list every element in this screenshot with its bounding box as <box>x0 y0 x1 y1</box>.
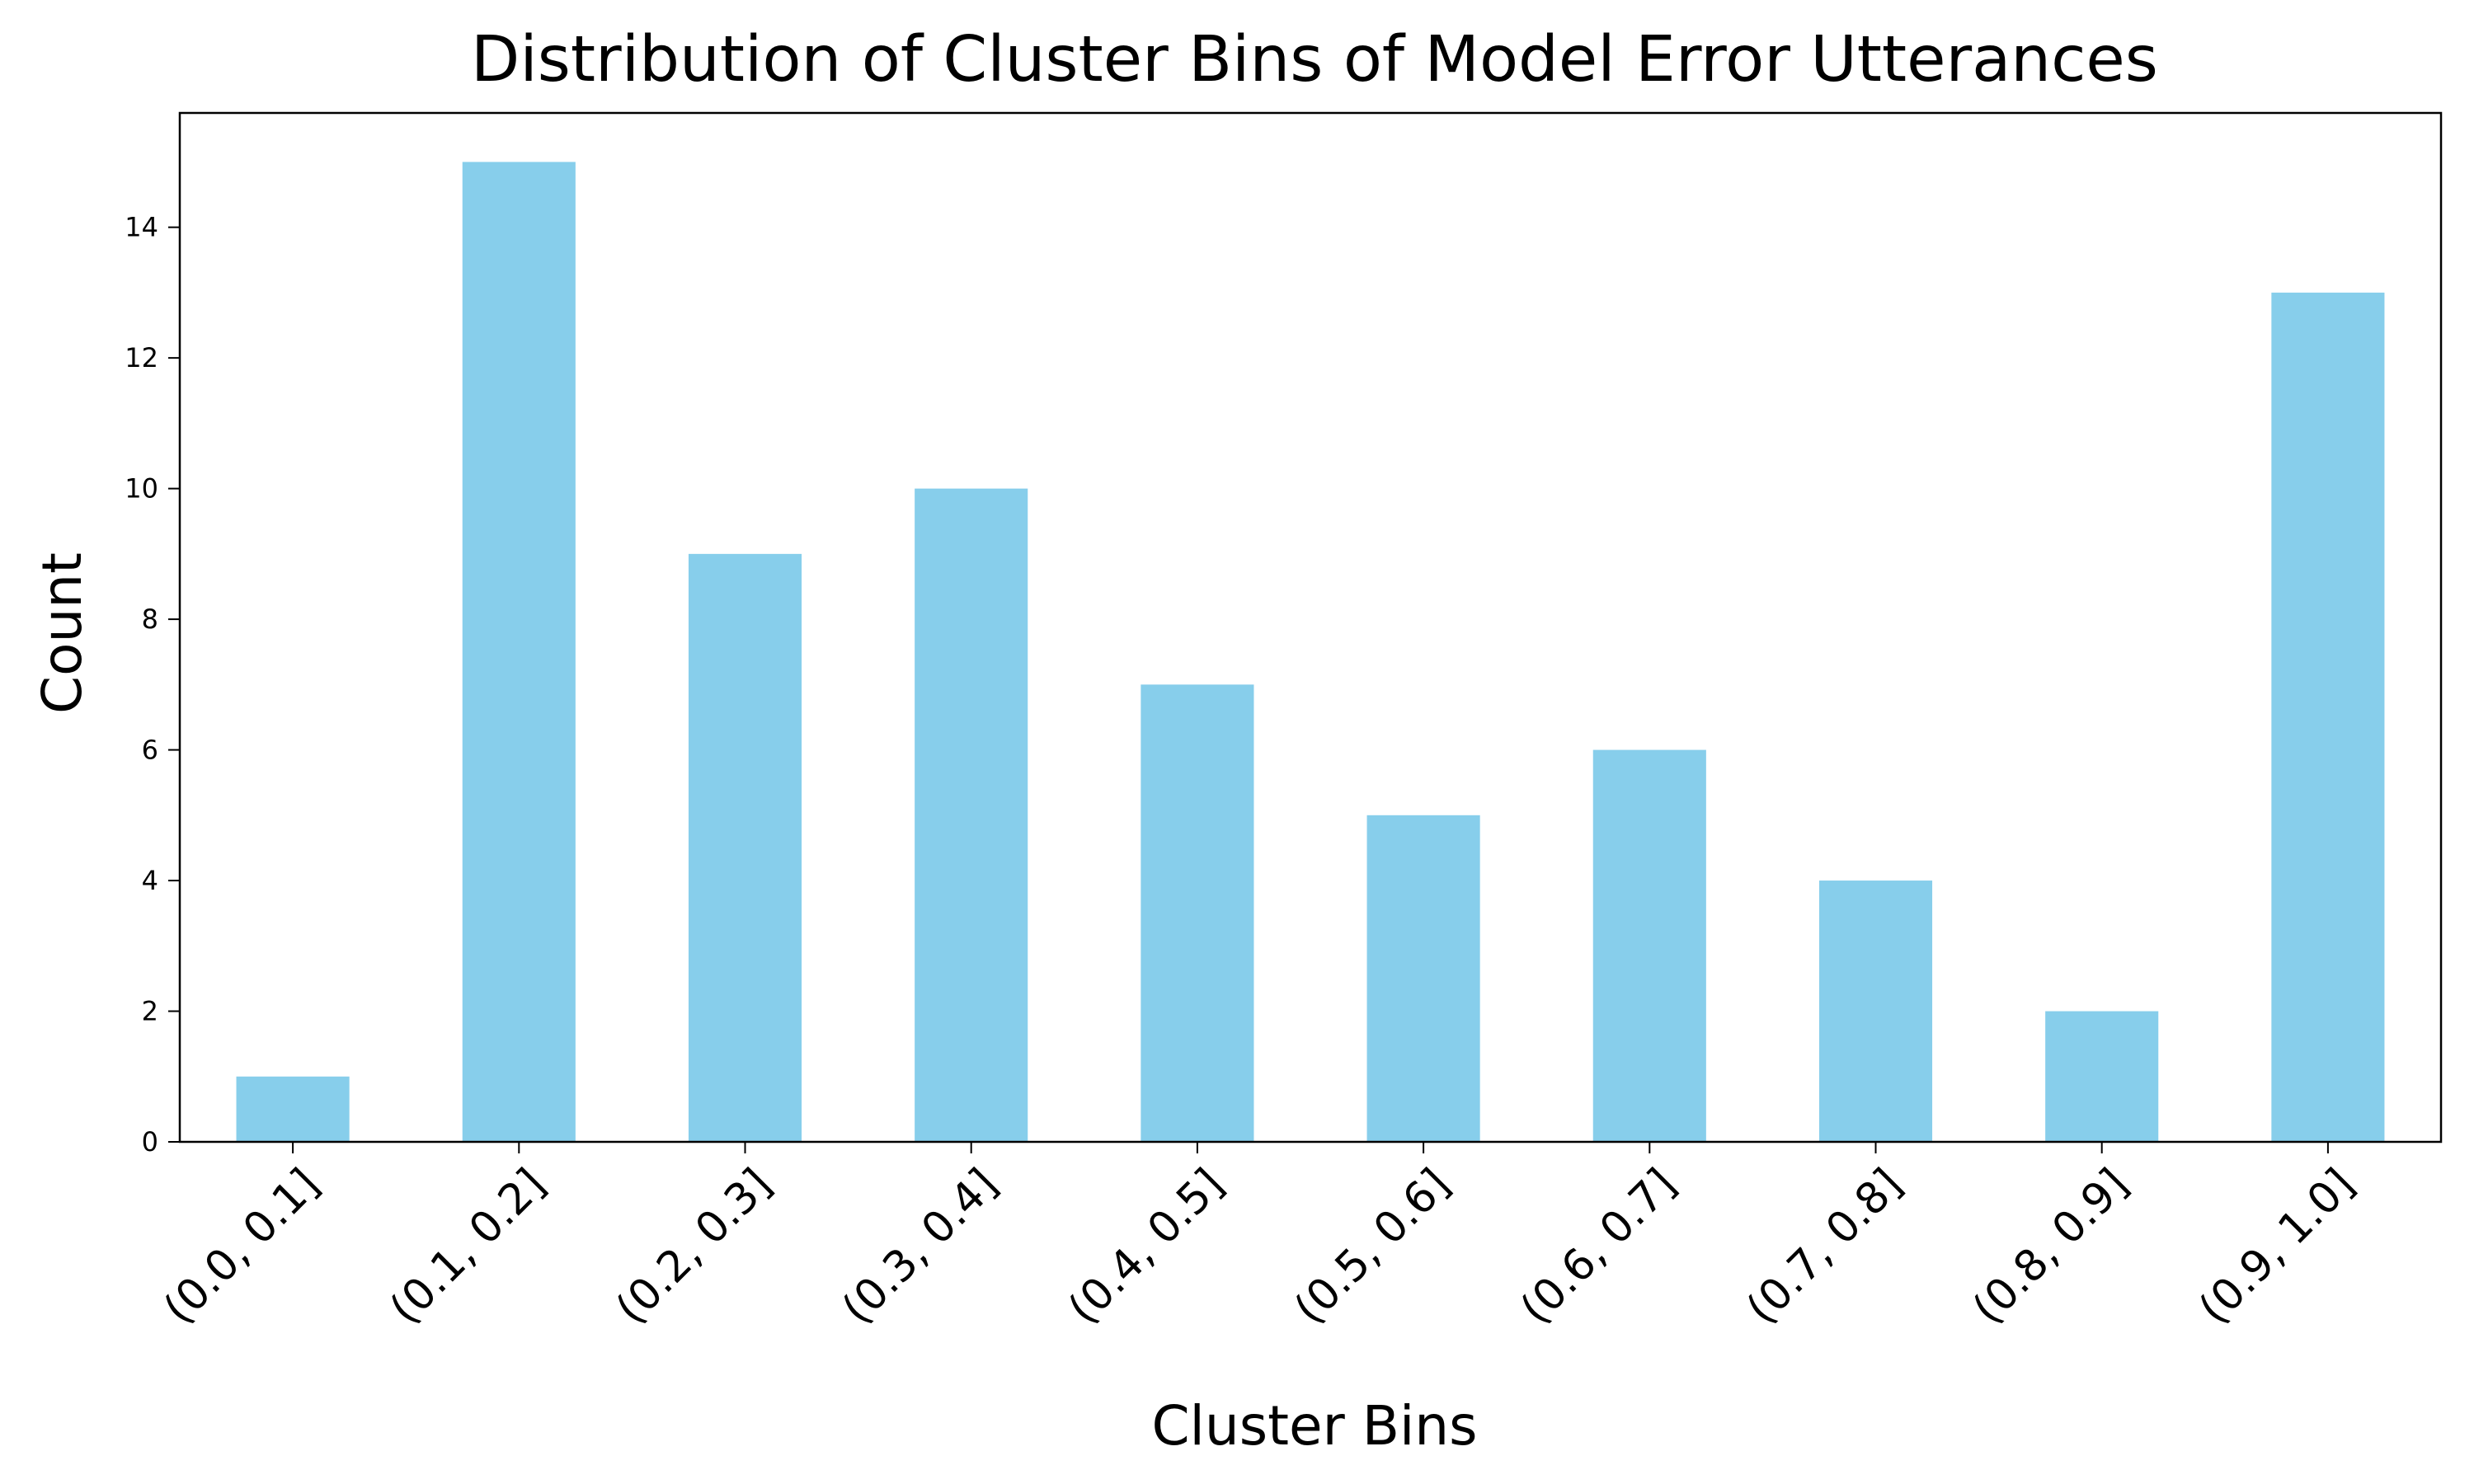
x-axis-label: Cluster Bins <box>1151 1394 1477 1458</box>
x-tick-label-2: (0.2, 0.3] <box>607 1159 781 1333</box>
y-tick-label-0: 0 <box>142 1126 158 1158</box>
y-tick-label-1: 2 <box>142 996 158 1027</box>
x-tick-label-7: (0.7, 0.8] <box>1738 1159 1912 1333</box>
y-tick-label-7: 14 <box>125 212 158 243</box>
x-tick-label-5: (0.5, 0.6] <box>1285 1159 1459 1333</box>
bar-8 <box>2045 1011 2159 1142</box>
y-tick-label-6: 12 <box>125 342 158 373</box>
bar-6 <box>1592 749 1706 1142</box>
bar-0 <box>236 1076 350 1142</box>
x-tick-label-4: (0.4, 0.5] <box>1059 1159 1233 1333</box>
bar-9 <box>2271 292 2385 1142</box>
x-tick-label-8: (0.8, 0.9] <box>1964 1159 2138 1333</box>
y-tick-label-3: 6 <box>142 735 158 766</box>
y-tick-label-4: 8 <box>142 603 158 635</box>
bar-2 <box>688 553 802 1142</box>
bar-4 <box>1141 684 1254 1142</box>
bar-7 <box>1818 881 1933 1142</box>
x-tick-label-1: (0.1, 0.2] <box>381 1159 555 1333</box>
y-tick-label-2: 4 <box>142 865 158 896</box>
y-tick-label-5: 10 <box>125 473 158 505</box>
y-axis-label: Count <box>31 552 94 714</box>
bar-1 <box>462 162 576 1142</box>
plot-area: 0 2 4 6 8 10 12 14 (0.0, 0.1] (0.1, 0.2] (0.2, 0.3… <box>125 111 2443 1334</box>
chart-title: Distribution of Cluster Bins of Model Er… <box>471 23 2158 96</box>
x-tick-label-3: (0.3, 0.4] <box>833 1159 1007 1333</box>
plot-frame <box>178 111 2443 1144</box>
x-tick-label-6: (0.6, 0.7] <box>1512 1159 1686 1333</box>
bar-3 <box>915 488 1028 1142</box>
x-tick-label-0: (0.0, 0.1] <box>154 1159 328 1333</box>
x-tick-label-9: (0.9, 1.0] <box>2189 1159 2363 1333</box>
bar-5 <box>1366 815 1480 1142</box>
